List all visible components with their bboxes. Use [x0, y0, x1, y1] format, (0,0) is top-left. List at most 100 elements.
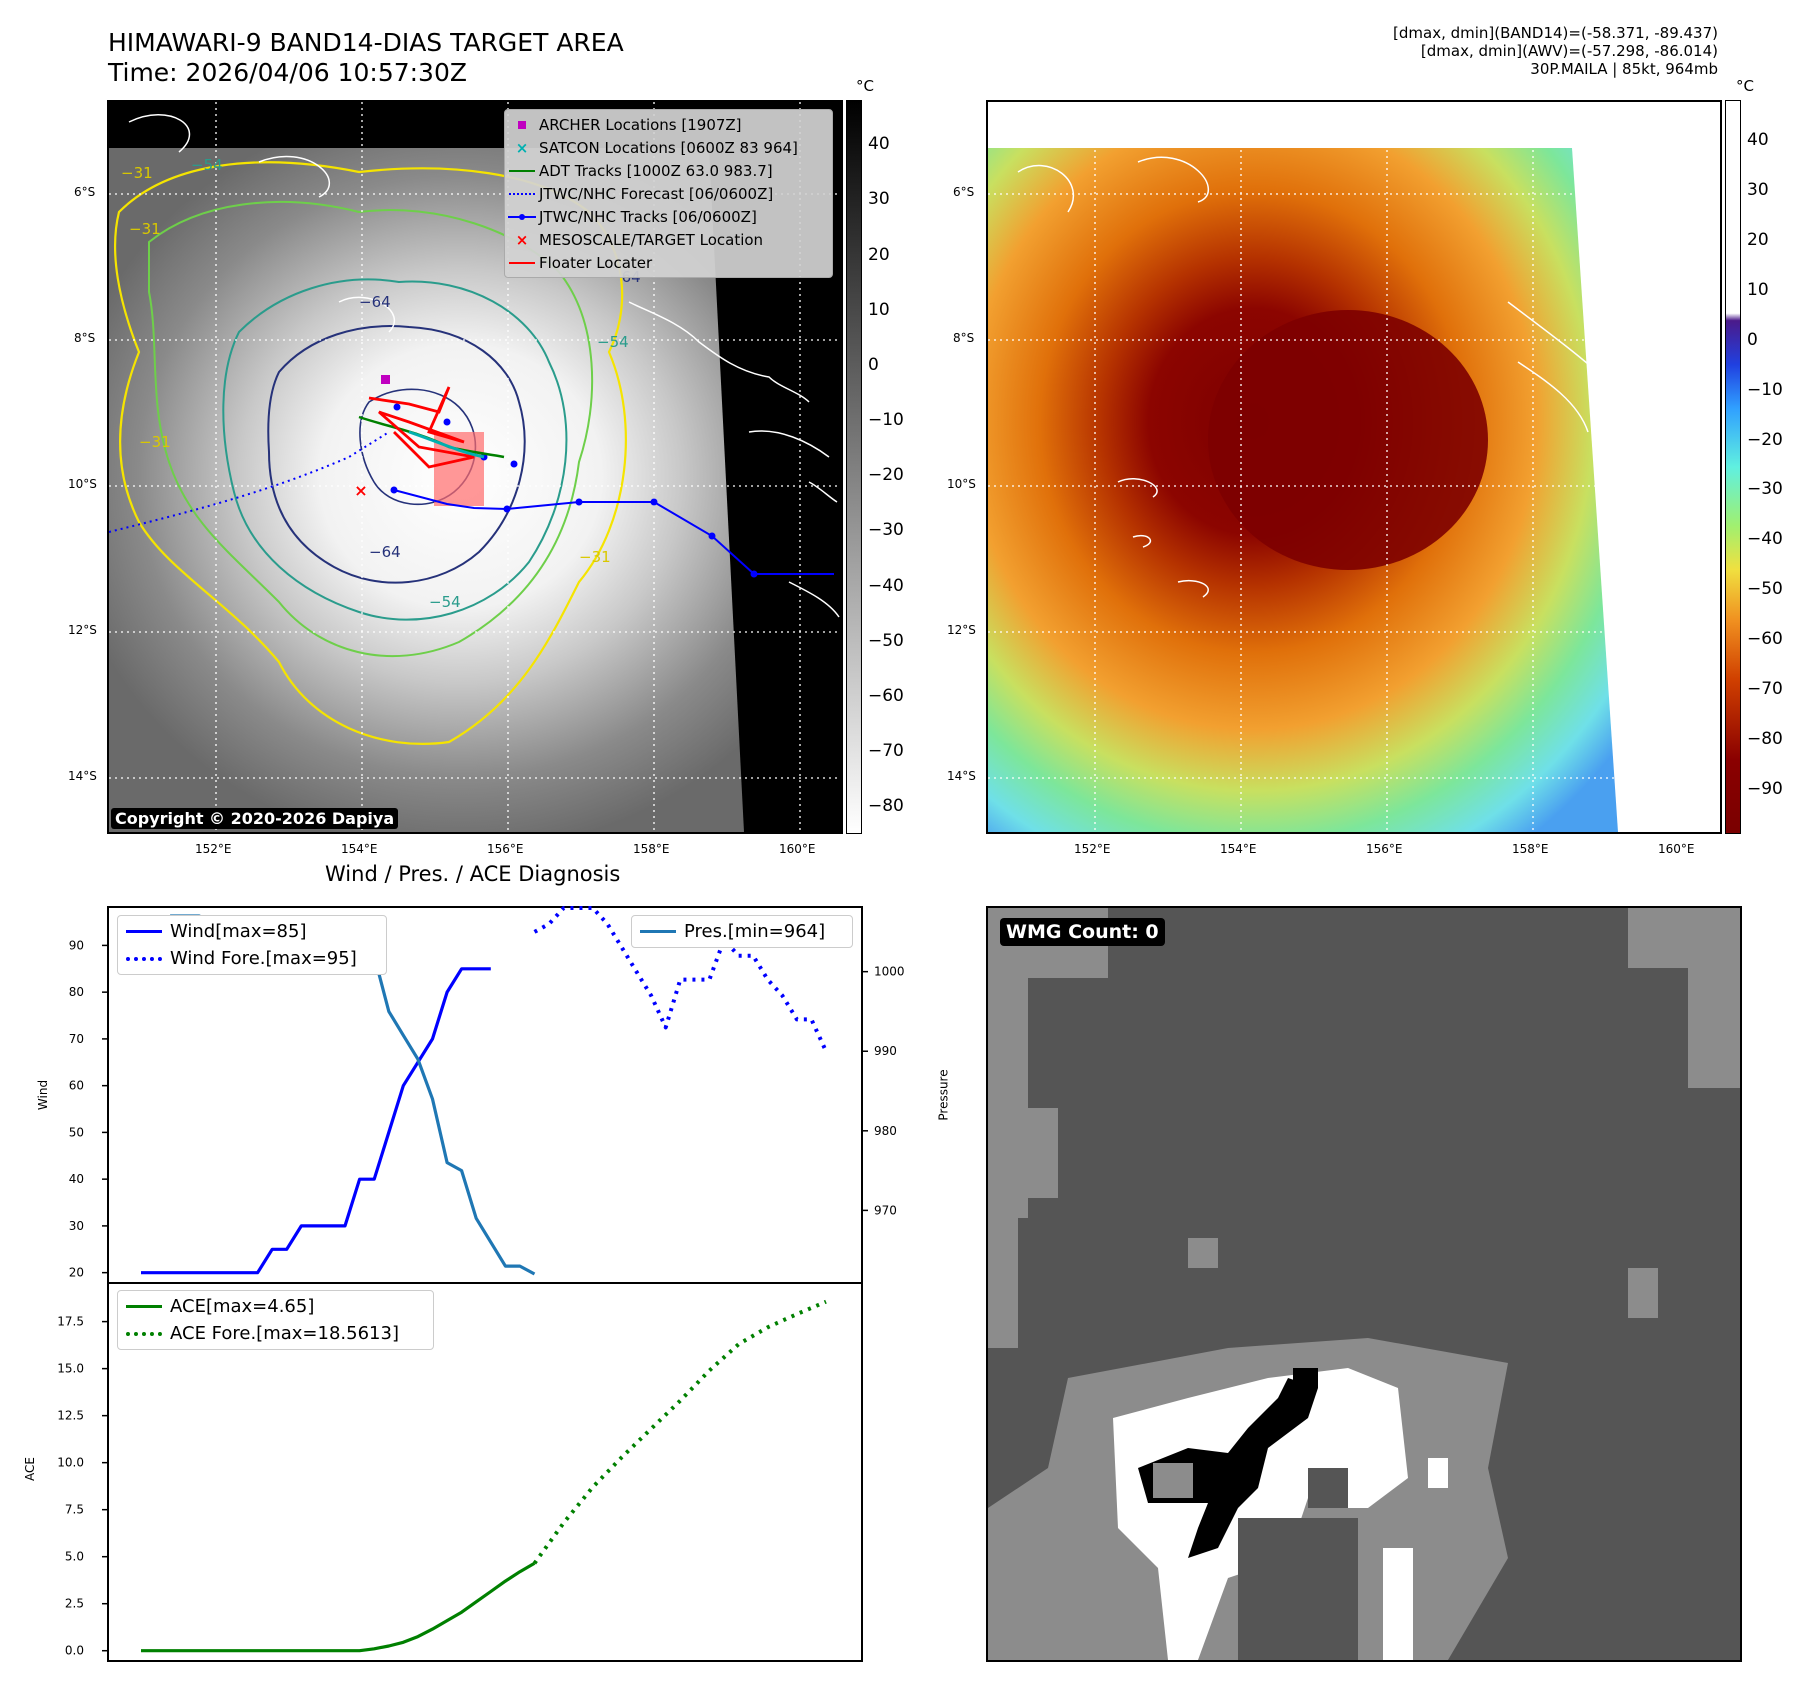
color-gridlines [988, 102, 1720, 832]
wmg-black-regions [1138, 1368, 1318, 1558]
colorbar-tick: −50 [1747, 579, 1783, 600]
x-marker-icon: × [515, 230, 529, 249]
ace-tick-label: 17.5 [57, 1315, 84, 1329]
legend-label: Pres.[min=964] [684, 921, 826, 942]
lon-tick: 152°E [195, 842, 232, 856]
wind-tick-label: 20 [69, 1266, 84, 1280]
lat-tick: 12°S [68, 623, 97, 637]
jtwc-forecast-track [109, 431, 390, 533]
line-icon [632, 930, 684, 933]
legend-row-adt: ADT Tracks [1000Z 63.0 983.7] [505, 159, 832, 182]
colorbar-tick: 40 [1747, 129, 1769, 150]
wmg-svg [988, 908, 1740, 1660]
legend-row-jtwc-tracks: JTWC/NHC Tracks [06/0600Z] [505, 205, 832, 228]
colorbar-tick: 20 [868, 244, 890, 265]
colorbar-tick: 0 [1747, 329, 1758, 350]
lat-tick: 10°S [68, 477, 97, 491]
ir-map-panel: × −31 −54 −64 −54 −64 −31 −64 −54 −31 −3… [107, 100, 843, 834]
lat-tick: 14°S [68, 769, 97, 783]
legend-row-ace-fore: ACE Fore.[max=18.5613] [118, 1320, 433, 1347]
legend-row-mesoscale: × MESOSCALE/TARGET Location [505, 228, 832, 251]
ace-tick-label: 0.0 [65, 1644, 84, 1658]
wind-tick-label: 90 [69, 938, 84, 952]
legend-label: ACE[max=4.65] [170, 1296, 315, 1317]
colorbar-tick: −20 [868, 465, 904, 486]
legend-label: ADT Tracks [1000Z 63.0 983.7] [539, 161, 773, 180]
lat-tick: 12°S [947, 623, 976, 637]
square-marker-icon [505, 120, 539, 129]
pressure-legend: Pres.[min=964] [631, 915, 853, 948]
colorbar-tick: −10 [868, 410, 904, 431]
colorbar-tick: −50 [868, 630, 904, 651]
lon-tick: 158°E [1512, 842, 1549, 856]
map-legend: ARCHER Locations [1907Z] × SATCON Locatio… [504, 109, 833, 278]
mesoscale-target-location: × [354, 481, 367, 500]
ace-tick-label: 5.0 [65, 1550, 84, 1564]
colorbar-tick: −60 [868, 686, 904, 707]
title-line-2: Time: 2026/04/06 10:57:30Z [108, 58, 467, 87]
legend-label: JTWC/NHC Forecast [06/0600Z] [539, 184, 774, 203]
wind-tick-label: 30 [69, 1219, 84, 1233]
line-dot-icon [505, 213, 539, 221]
color-colorbar [1725, 100, 1741, 834]
legend-row-ace: ACE[max=4.65] [118, 1293, 433, 1320]
wmg-white-regions [1113, 1368, 1448, 1660]
cdo-core [1208, 310, 1488, 570]
gray-colorbar [846, 100, 862, 834]
colorbar-tick: 30 [1747, 179, 1769, 200]
lat-tick: 10°S [947, 477, 976, 491]
contour-label: −31 [139, 433, 171, 451]
wind-axis-label: Wind [36, 1079, 51, 1111]
legend-label: ARCHER Locations [1907Z] [539, 115, 742, 134]
legend-row-satcon: × SATCON Locations [0600Z 83 964] [505, 136, 832, 159]
legend-row-pressure: Pres.[min=964] [632, 918, 852, 945]
coastline-solomon [748, 430, 840, 618]
wmg-eye [1153, 1463, 1193, 1498]
wind-tick-label: 80 [69, 985, 84, 999]
contour-outer-yellow [114, 161, 627, 745]
legend-label: MESOSCALE/TARGET Location [539, 230, 764, 249]
contour-label: −64 [359, 293, 391, 311]
info-line-1: [dmax, dmin](BAND14)=(-58.371, -89.437) [1393, 24, 1718, 42]
lat-tick: 8°S [953, 331, 975, 345]
legend-label: Floater Locater [539, 253, 653, 272]
legend-row-wind-fore: Wind Fore.[max=95] [118, 945, 386, 972]
colorbar-tick: −40 [1747, 529, 1783, 550]
x-marker-icon: × [515, 138, 529, 157]
legend-row-archer: ARCHER Locations [1907Z] [505, 113, 832, 136]
color-map-panel [986, 100, 1722, 834]
lat-tick: 6°S [74, 185, 96, 199]
archer-location [381, 375, 390, 384]
gray-colorbar-unit: °C [856, 77, 874, 95]
colorbar-tick: −40 [868, 575, 904, 596]
colorbar-tick: 20 [1747, 229, 1769, 250]
legend-row-jtwc-forecast: JTWC/NHC Forecast [06/0600Z] [505, 182, 832, 205]
line-icon [505, 169, 539, 172]
title-line-1: HIMAWARI-9 BAND14-DIAS TARGET AREA [108, 28, 624, 57]
colorbar-tick: −60 [1747, 629, 1783, 650]
colorbar-tick: 40 [868, 134, 890, 155]
coastline-1 [1017, 156, 1609, 433]
ace-tick-label: 12.5 [57, 1409, 84, 1423]
lon-tick: 152°E [1074, 842, 1111, 856]
lon-tick: 154°E [1220, 842, 1257, 856]
contour-navy-64 [267, 325, 526, 584]
no-data-right [709, 148, 841, 832]
coastline-png-east [628, 301, 810, 403]
colorbar-tick: −80 [1747, 729, 1783, 750]
contour-label: −31 [121, 164, 153, 182]
lon-tick: 156°E [1366, 842, 1403, 856]
line-icon [118, 930, 170, 933]
color-map-svg [988, 102, 1720, 832]
legend-label: JTWC/NHC Tracks [06/0600Z] [539, 207, 757, 226]
contour-label: −54 [429, 593, 461, 611]
wind-tick-label: 60 [69, 1079, 84, 1093]
pressure-tick-label: 1000 [874, 965, 905, 979]
lon-tick: 154°E [341, 842, 378, 856]
lon-tick: 156°E [487, 842, 524, 856]
figure-title: HIMAWARI-9 BAND14-DIAS TARGET AREA Time:… [108, 28, 624, 88]
line-icon [505, 261, 539, 264]
pressure-axis-label: Pressure [936, 1069, 951, 1121]
colorbar-tick: −80 [868, 796, 904, 817]
contour-green-1 [148, 201, 594, 658]
